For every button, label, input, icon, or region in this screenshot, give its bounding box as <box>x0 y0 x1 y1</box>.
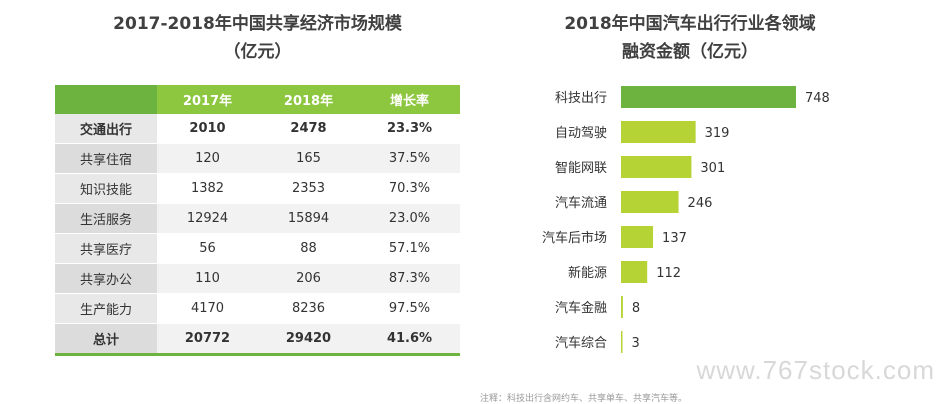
value-label: 8 <box>632 301 640 316</box>
table-row: 总计 20772 29420 41.6% <box>55 323 460 356</box>
table-row: 生产能力 4170 8236 97.5% <box>55 293 460 324</box>
table-cell: 57.1% <box>359 233 460 264</box>
bar <box>621 121 696 143</box>
table-row: 共享办公 110 206 87.3% <box>55 263 460 294</box>
table-row-label: 交通出行 <box>55 114 157 144</box>
value-label: 748 <box>805 91 830 106</box>
value-label: 137 <box>662 231 687 246</box>
table-cell: 70.3% <box>359 173 460 204</box>
table-row-label: 生产能力 <box>55 293 157 324</box>
table-cell: 97.5% <box>359 293 460 324</box>
financing-bar-chart: 科技出行 748 自动驾驶 319 智能网联 301 汽车流通 246 汽车后市场 137 新能源 1… <box>542 86 830 353</box>
footnote: 注释：科技出行含网约车、共享单车、共享汽车等。 <box>480 394 688 404</box>
table-row-label: 总计 <box>55 323 157 356</box>
table-header-2018: 2018年 <box>258 85 359 114</box>
table-cell: 56 <box>157 233 258 264</box>
watermark: www.767stock.com <box>696 355 935 385</box>
shared-economy-table: 2017年 2018年 增长率 交通出行 2010 2478 23.3% 共享住宿 120… <box>55 85 460 356</box>
table-header-2017: 2017年 <box>157 85 258 114</box>
table-cell: 88 <box>258 233 359 264</box>
bar <box>621 296 623 318</box>
category-label: 科技出行 <box>555 91 607 106</box>
table-cell: 8236 <box>258 293 359 324</box>
category-label: 智能网联 <box>555 161 607 176</box>
value-label: 112 <box>656 266 681 281</box>
table-cell: 23.3% <box>359 114 460 144</box>
category-label: 汽车综合 <box>555 335 607 351</box>
table-row-label: 知识技能 <box>55 173 157 204</box>
table-cell: 120 <box>157 143 258 174</box>
bar <box>621 156 692 178</box>
bar <box>621 331 623 353</box>
table-cell: 37.5% <box>359 143 460 174</box>
bar <box>621 261 648 283</box>
category-label: 自动驾驶 <box>555 126 607 141</box>
table-title: 2017-2018年中国共享经济市场规模 （亿元） <box>113 14 402 62</box>
chart-title: 2018年中国汽车出行行业各领域 融资金额（亿元） <box>564 14 816 62</box>
table-cell: 2353 <box>258 173 359 204</box>
table-row-label: 共享住宿 <box>55 143 157 174</box>
table-row: 共享医疗 56 88 57.1% <box>55 233 460 264</box>
table-cell: 41.6% <box>359 323 460 356</box>
table-cell: 12924 <box>157 203 258 234</box>
bar <box>621 191 679 213</box>
table-cell: 23.0% <box>359 203 460 234</box>
category-label: 汽车金融 <box>555 300 607 316</box>
table-row-label: 共享办公 <box>55 263 157 294</box>
table-cell: 29420 <box>258 323 359 356</box>
category-label: 汽车后市场 <box>542 230 607 246</box>
table-row-label: 共享医疗 <box>55 233 157 264</box>
table-header-growth: 增长率 <box>359 85 460 114</box>
value-label: 246 <box>688 196 713 211</box>
bar <box>621 226 654 248</box>
table-cell: 165 <box>258 143 359 174</box>
table-header-row: 2017年 2018年 增长率 <box>55 85 460 114</box>
table-row: 共享住宿 120 165 37.5% <box>55 143 460 174</box>
category-label: 汽车流通 <box>555 195 607 211</box>
table-cell: 4170 <box>157 293 258 324</box>
value-label: 3 <box>632 336 640 351</box>
category-label: 新能源 <box>568 265 607 281</box>
table-cell: 1382 <box>157 173 258 204</box>
table-row: 生活服务 12924 15894 23.0% <box>55 203 460 234</box>
table-cell: 2010 <box>157 114 258 144</box>
table-row: 知识技能 1382 2353 70.3% <box>55 173 460 204</box>
table-row: 交通出行 2010 2478 23.3% <box>55 114 460 144</box>
table-cell: 2478 <box>258 114 359 144</box>
value-label: 319 <box>705 126 730 141</box>
table-header-corner <box>55 85 157 114</box>
table-cell: 110 <box>157 263 258 294</box>
table-cell: 87.3% <box>359 263 460 294</box>
value-label: 301 <box>700 161 725 176</box>
table-cell: 20772 <box>157 323 258 356</box>
table-cell: 15894 <box>258 203 359 234</box>
bar <box>621 86 796 108</box>
table-row-label: 生活服务 <box>55 203 157 234</box>
table-cell: 206 <box>258 263 359 294</box>
